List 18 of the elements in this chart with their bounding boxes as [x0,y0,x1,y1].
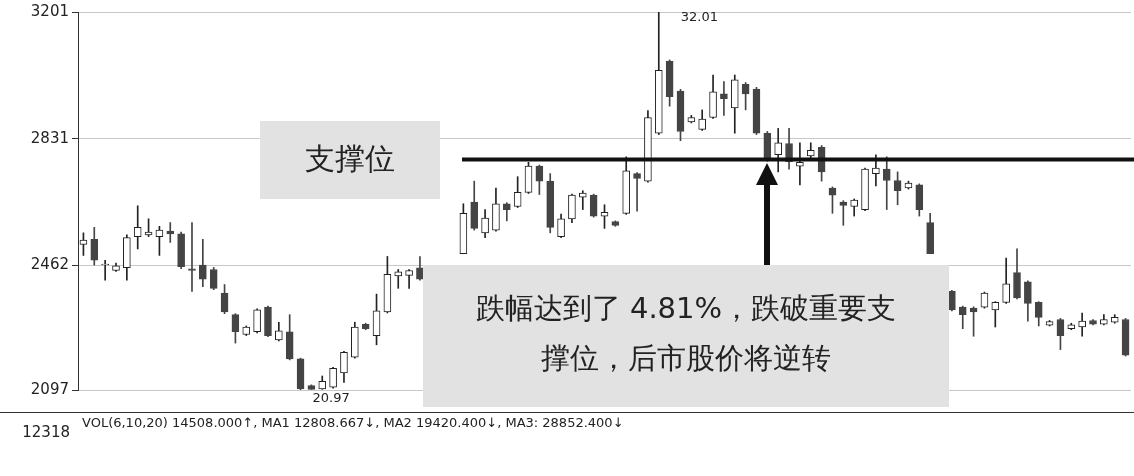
candlestick [133,205,142,250]
candlestick [720,81,728,116]
callout-box: 跌幅达到了 4.81%，跌破重要支撑位，后市股价将逆转 [422,265,949,407]
y-tick-label: 2462 [30,254,69,273]
candlestick [839,200,848,226]
candlestick [101,259,109,281]
text: VOL(6,10,20) 14508.000↑, MA1 12808.667↓, MA2 19420.400↓, MA3: 28852.400↓ [82,415,624,430]
y-tick-label: 2097 [30,379,69,398]
candlestick [578,190,587,210]
candlestick [188,222,196,292]
text: 12318 [22,423,70,441]
candlestick [1078,312,1086,337]
annotation: 32.01 [680,9,718,24]
candlestick [633,172,641,212]
y-tick-label: 2831 [30,128,69,147]
y-tick-label: 3201 [30,1,69,20]
annotation: 20.97 [312,390,350,405]
label-box: 支撑位 [260,120,440,199]
